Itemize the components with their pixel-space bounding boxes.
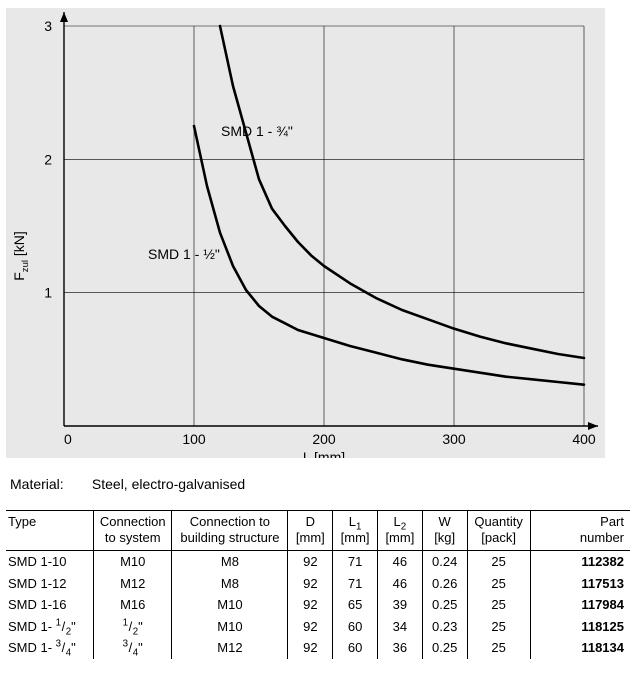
- svg-text:0: 0: [64, 431, 72, 447]
- table-header: TypeConnectionto systemConnection tobuil…: [6, 511, 630, 551]
- cell-conn_sys: 1/2": [94, 616, 172, 638]
- table-row: SMD 1- 1/2"1/2"M109260340.2325118125: [6, 616, 630, 638]
- cell-L2: 46: [378, 573, 423, 595]
- cell-L2: 34: [378, 616, 423, 638]
- cell-W: 0.26: [422, 573, 467, 595]
- cell-conn_bld: M8: [172, 551, 288, 573]
- cell-L2: 36: [378, 637, 423, 659]
- material-label: Material:: [10, 476, 88, 492]
- cell-L1: 65: [333, 594, 378, 616]
- svg-text:3: 3: [44, 18, 52, 34]
- load-chart: 0100200300400123L [mm]Fzul [kN]SMD 1 - ¾…: [6, 8, 605, 458]
- cell-L1: 71: [333, 551, 378, 573]
- cell-L1: 60: [333, 616, 378, 638]
- cell-conn_bld: M8: [172, 573, 288, 595]
- material-row: Material: Steel, electro-galvanised: [10, 476, 641, 492]
- col-conn_bld: Connection tobuilding structure: [172, 511, 288, 551]
- col-qty: Quantity[pack]: [467, 511, 530, 551]
- cell-D: 92: [288, 551, 333, 573]
- cell-conn_bld: M10: [172, 594, 288, 616]
- cell-part: 117513: [530, 573, 630, 595]
- cell-type: SMD 1- 3/4": [6, 637, 94, 659]
- cell-W: 0.23: [422, 616, 467, 638]
- cell-conn_sys: M16: [94, 594, 172, 616]
- cell-D: 92: [288, 594, 333, 616]
- cell-W: 0.25: [422, 594, 467, 616]
- cell-qty: 25: [467, 637, 530, 659]
- cell-conn_sys: M10: [94, 551, 172, 573]
- svg-text:2: 2: [44, 151, 52, 167]
- col-part: Partnumber: [530, 511, 630, 551]
- cell-L2: 39: [378, 594, 423, 616]
- table-row: SMD 1-12M12M89271460.2625117513: [6, 573, 630, 595]
- cell-type: SMD 1-16: [6, 594, 94, 616]
- cell-L1: 60: [333, 637, 378, 659]
- cell-part: 117984: [530, 594, 630, 616]
- svg-text:1: 1: [44, 285, 52, 301]
- col-type: Type: [6, 511, 94, 551]
- product-table: TypeConnectionto systemConnection tobuil…: [6, 510, 630, 659]
- cell-part: 118125: [530, 616, 630, 638]
- svg-text:L [mm]: L [mm]: [303, 449, 345, 458]
- col-conn_sys: Connectionto system: [94, 511, 172, 551]
- cell-part: 118134: [530, 637, 630, 659]
- cell-qty: 25: [467, 551, 530, 573]
- cell-L1: 71: [333, 573, 378, 595]
- cell-W: 0.25: [422, 637, 467, 659]
- cell-type: SMD 1-12: [6, 573, 94, 595]
- cell-conn_bld: M10: [172, 616, 288, 638]
- cell-qty: 25: [467, 616, 530, 638]
- cell-L2: 46: [378, 551, 423, 573]
- table-row: SMD 1-10M10M89271460.2425112382: [6, 551, 630, 573]
- cell-type: SMD 1-10: [6, 551, 94, 573]
- cell-conn_sys: 3/4": [94, 637, 172, 659]
- cell-D: 92: [288, 637, 333, 659]
- cell-type: SMD 1- 1/2": [6, 616, 94, 638]
- table-body: SMD 1-10M10M89271460.2425112382SMD 1-12M…: [6, 551, 630, 659]
- col-L2: L2[mm]: [378, 511, 423, 551]
- svg-text:SMD 1 - ½": SMD 1 - ½": [148, 246, 220, 262]
- cell-qty: 25: [467, 573, 530, 595]
- svg-text:400: 400: [572, 431, 596, 447]
- cell-qty: 25: [467, 594, 530, 616]
- cell-conn_sys: M12: [94, 573, 172, 595]
- col-L1: L1[mm]: [333, 511, 378, 551]
- cell-D: 92: [288, 573, 333, 595]
- cell-W: 0.24: [422, 551, 467, 573]
- cell-D: 92: [288, 616, 333, 638]
- svg-text:SMD 1 - ¾": SMD 1 - ¾": [221, 123, 293, 139]
- col-W: W[kg]: [422, 511, 467, 551]
- svg-text:200: 200: [312, 431, 336, 447]
- col-D: D[mm]: [288, 511, 333, 551]
- cell-conn_bld: M12: [172, 637, 288, 659]
- material-value: Steel, electro-galvanised: [92, 476, 245, 492]
- svg-text:300: 300: [442, 431, 466, 447]
- cell-part: 112382: [530, 551, 630, 573]
- table-row: SMD 1- 3/4"3/4"M129260360.2525118134: [6, 637, 630, 659]
- table-row: SMD 1-16M16M109265390.2525117984: [6, 594, 630, 616]
- svg-text:100: 100: [182, 431, 206, 447]
